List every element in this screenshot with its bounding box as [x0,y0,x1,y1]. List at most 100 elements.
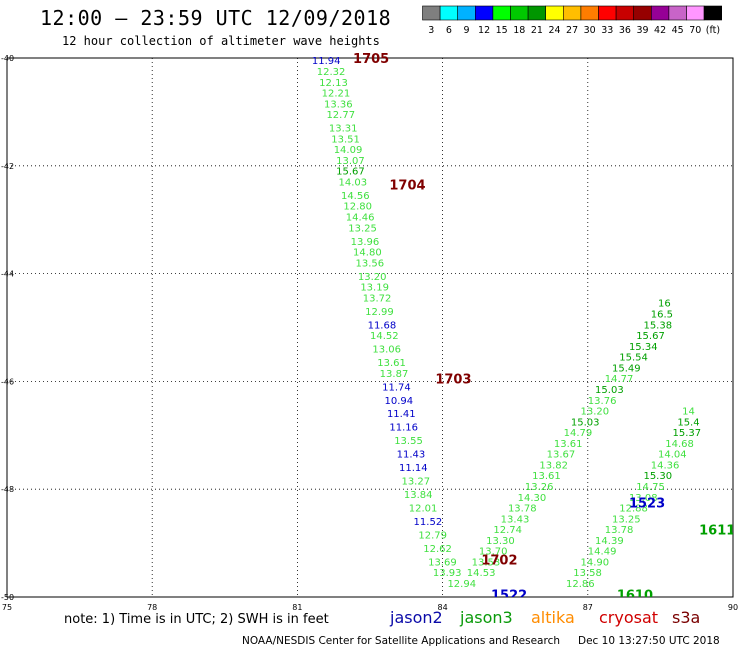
y-tick-label: -50 [1,593,14,602]
swh-value-label: 11.74 [382,382,411,393]
colorbar-swatch [703,5,723,21]
swh-value-label: 13.61 [532,471,561,482]
color-scale-legend: 3 6 9 12 15 18 21 24 27 30 33 36 39 42 45 70 (ft) [422,5,723,36]
swh-value-label: 13.72 [363,293,392,304]
plot-frame [6,57,734,598]
swh-value-label: 13.20 [358,272,387,283]
pass-time-label: 1704 [389,179,425,194]
swh-value-label: 13.26 [525,482,554,493]
swh-value-label: 13.78 [508,504,537,515]
swh-value-label: 13.61 [377,358,406,369]
swh-value-label: 16.5 [651,310,673,321]
swh-value-label: 15.54 [619,353,648,364]
swh-value-label: 13.61 [554,439,583,450]
colorbar-label: 42 [654,25,666,36]
colorbar-label: 30 [584,25,596,36]
swh-value-label: 12.01 [409,504,438,515]
colorbar-label: 70 [689,25,701,36]
colorbar-label: 36 [619,25,631,36]
swh-value-label: 11.52 [414,517,443,528]
swh-value-label: 14.80 [353,248,382,259]
x-tick-label: 87 [583,603,593,610]
swh-value-label: 12.21 [322,89,351,100]
swh-value-label: 15.38 [643,320,672,331]
colorbar-label: (ft) [706,25,720,36]
generated-timestamp: Dec 10 13:27:50 UTC 2018 [578,635,720,647]
footnote: note: 1) Time is in UTC; 2) SWH is in fe… [64,612,329,627]
legend-altika: altika [531,608,575,627]
swh-value-label: 14.49 [588,547,617,558]
swh-value-label: 13.25 [348,223,377,234]
swh-value-label: 13.20 [581,407,610,418]
colorbar-label: 39 [636,25,648,36]
colorbar-label: 15 [496,25,508,36]
swh-value-label: 13.78 [605,525,634,536]
swh-value-label: 14.77 [605,374,634,385]
swh-value-label: 15.03 [595,385,624,396]
swh-value-label: 11.14 [399,463,428,474]
swh-value-label: 13.82 [539,460,568,471]
colorbar-label: 3 [428,25,434,36]
swh-value-label: 14.04 [658,450,687,461]
swh-value-label: 12.80 [343,202,372,213]
swh-value-label: 14.03 [339,177,368,188]
swh-value-label: 11.43 [397,450,426,461]
x-tick-label: 75 [2,603,12,610]
legend-s3a: s3a [672,608,701,627]
swh-value-label: 13.31 [329,124,358,135]
colorbar-label: 12 [478,25,490,36]
swh-value-label: 14.36 [651,460,680,471]
colorbar-label: 6 [446,25,452,36]
swh-value-label: 10.94 [385,396,414,407]
pass-time-label: 1611 [699,524,735,539]
swh-value-label: 13.70 [479,547,508,558]
swh-value-label: 14.90 [581,557,610,568]
colorbar-label: 45 [672,25,684,36]
swh-value-label: 13.87 [380,369,409,380]
swh-value-label: 12.62 [423,544,452,555]
swh-value-label: 13.67 [547,450,576,461]
swh-value-label: 14.79 [564,428,593,439]
swh-value-label: 11.16 [389,423,418,434]
x-tick-label: 90 [728,603,738,610]
swh-value-label: 11.94 [312,56,341,67]
x-tick-label: 81 [292,603,302,610]
colorbar-label: 21 [531,25,543,36]
colorbar-label: 33 [601,25,613,36]
swh-value-label: 13.58 [573,568,602,579]
pass-time-label: 1702 [481,553,517,568]
x-tick-label: 78 [147,603,157,610]
colorbar-label: 9 [463,25,469,36]
swh-value-label: 12.13 [319,78,348,89]
swh-value-label: 11.68 [368,320,397,331]
pass-time-label: 1705 [353,52,389,67]
swh-value-label: 13.55 [394,436,423,447]
colorbar-label: 24 [548,25,560,36]
swh-value-label: 13.25 [612,514,641,525]
swh-value-label: 12.86 [566,579,595,590]
pass-time-label: 1703 [435,373,471,388]
swh-value-label: 13.51 [331,134,360,145]
swh-value-label: 16 [658,299,671,310]
swh-value-label: 15.34 [629,342,658,353]
swh-value-label: 12.74 [493,525,522,536]
pass-time-label: 1610 [617,588,653,603]
swh-value-label: 11.41 [387,409,416,420]
colorbar-label: 27 [566,25,578,36]
legend-jason2: jason2 [390,608,443,627]
swh-value-label: 15.37 [673,428,702,439]
swh-value-label: 13.36 [324,99,353,110]
swh-value-label: 14.09 [334,145,363,156]
swh-value-label: 13.93 [433,568,462,579]
swh-value-label: 15.4 [677,417,699,428]
legend-cryosat: cryosat [599,608,659,627]
swh-value-label: 14.30 [518,493,547,504]
swh-value-label: 14.39 [595,536,624,547]
swh-value-label: 12.77 [326,110,355,121]
swh-value-label: 13.69 [428,557,457,568]
y-tick-label: -42 [1,162,14,171]
pass-time-label: 1522 [491,588,527,603]
swh-value-label: 12.99 [365,307,394,318]
swh-value-label: 14.52 [370,331,399,342]
